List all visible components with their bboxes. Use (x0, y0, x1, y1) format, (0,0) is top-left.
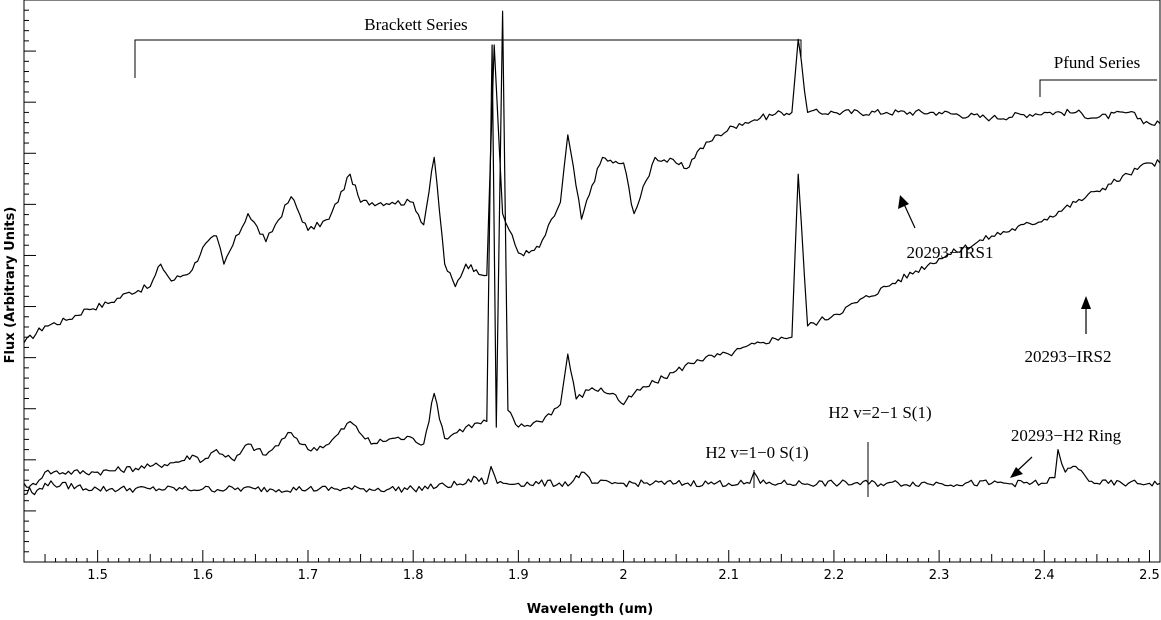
spectrum-traces (23, 10, 1161, 496)
y-axis-label: Flux (Arbitrary Units) (3, 207, 18, 364)
x-tick-label: 1.6 (192, 568, 213, 583)
series-line-3 (23, 449, 1161, 496)
series-line-1 (23, 38, 1161, 344)
x-axis-label: Wavelength (um) (527, 602, 653, 617)
x-tick-label: 2 (619, 568, 627, 583)
x-tick-label: 1.5 (87, 568, 108, 583)
plot-frame (23, 0, 1161, 563)
x-tick-label: 2.2 (824, 568, 845, 583)
x-tick-label: 2.5 (1139, 568, 1160, 583)
arrow-up-icon (1081, 296, 1091, 309)
x-tick-label: 2.4 (1034, 568, 1055, 583)
h2-1-0-annotation: H2 v=1−0 S(1) (705, 443, 809, 488)
irs2-label: 20293−IRS2 (1024, 347, 1111, 366)
x-tick-label: 1.9 (508, 568, 529, 583)
h2-ring-label: 20293−H2 Ring (1011, 426, 1122, 445)
x-axis-ticks: 1.5 1.6 1.7 1.8 1.9 2 2.1 2.2 2.3 2.4 2.5 (44, 550, 1160, 583)
x-tick-label: 1.7 (298, 568, 319, 583)
series-line-2 (23, 10, 1161, 496)
arrow-down-icon (1010, 467, 1023, 478)
pfund-series-label: Pfund Series (1054, 53, 1140, 72)
x-tick-label: 2.3 (929, 568, 950, 583)
h2-2-1-annotation: H2 v=2−1 S(1) (828, 403, 932, 497)
y-axis-ticks (24, 9, 36, 553)
irs1-annotation: 20293−IRS1 (898, 195, 994, 262)
arrow-up-icon (898, 195, 909, 209)
x-tick-label: 2.1 (718, 568, 739, 583)
h2-1-0-label: H2 v=1−0 S(1) (705, 443, 808, 462)
irs2-annotation: 20293−IRS2 (1024, 296, 1112, 366)
pfund-series-bracket: Pfund Series (1039, 53, 1157, 97)
irs1-label: 20293−IRS1 (906, 243, 993, 262)
h2-ring-annotation: 20293−H2 Ring (1010, 426, 1122, 478)
x-tick-label: 1.8 (403, 568, 424, 583)
h2-2-1-label: H2 v=2−1 S(1) (828, 403, 931, 422)
brackett-series-label: Brackett Series (364, 15, 467, 34)
brackett-series-bracket: Brackett Series (134, 15, 802, 78)
